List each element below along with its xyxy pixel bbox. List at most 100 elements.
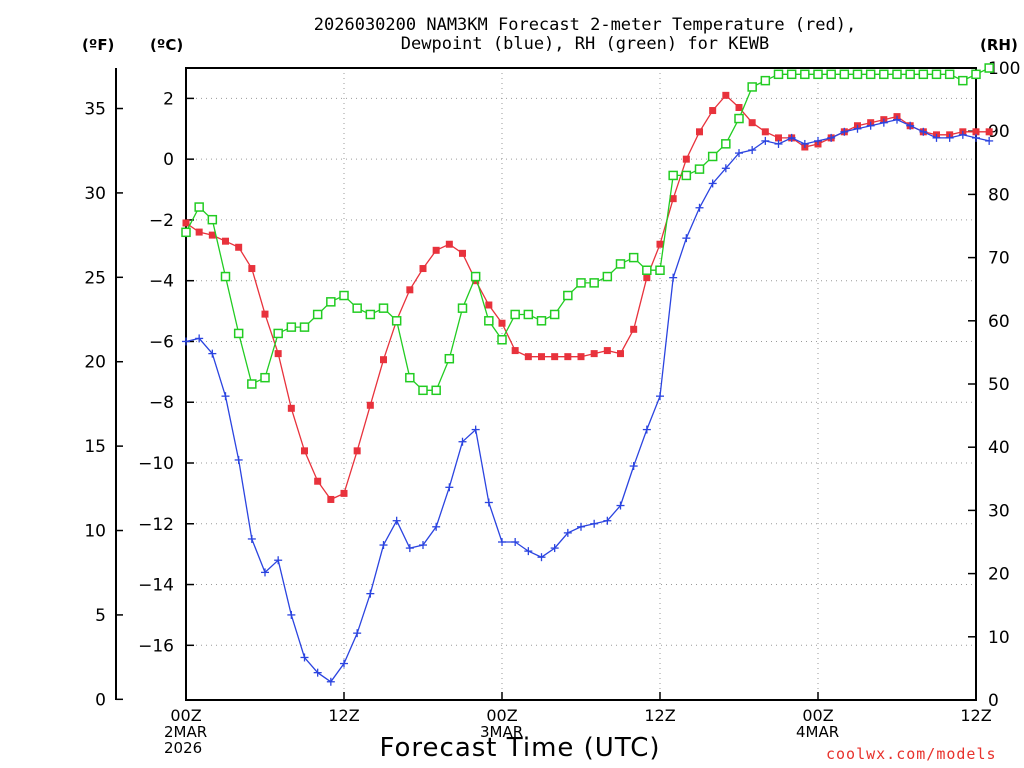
- data-point: [195, 228, 203, 236]
- data-point: [603, 516, 612, 525]
- data-point: [564, 353, 572, 361]
- data-point: [432, 522, 441, 531]
- celsius-tick-label: 2: [163, 89, 174, 109]
- data-point: [709, 107, 717, 115]
- data-point: [485, 301, 493, 309]
- data-point: [458, 437, 467, 446]
- chart-title-line2: Dewpoint (blue), RH (green) for KEWB: [400, 34, 770, 54]
- data-point: [511, 347, 519, 355]
- data-point: [694, 164, 705, 174]
- data-point: [773, 69, 784, 80]
- series-line: [185, 94, 990, 501]
- celsius-tick-label: −10: [138, 454, 174, 474]
- data-point: [747, 82, 757, 92]
- data-point: [748, 146, 757, 155]
- data-point: [931, 69, 942, 80]
- chart-title: 2026030200 NAM3KM Forecast 2-meter Tempe…: [240, 16, 930, 54]
- data-point: [669, 273, 678, 282]
- data-point: [761, 128, 769, 136]
- data-point: [721, 139, 731, 149]
- data-point: [893, 115, 901, 124]
- data-point: [380, 356, 387, 364]
- data-point: [906, 121, 915, 130]
- data-point: [839, 69, 850, 80]
- data-point: [840, 127, 849, 136]
- data-point: [510, 309, 520, 320]
- celsius-tick-label: −8: [149, 393, 174, 413]
- x-tick-label: 00Z: [170, 706, 201, 725]
- data-point: [274, 350, 282, 358]
- data-point: [905, 69, 915, 80]
- data-point: [984, 63, 994, 73]
- data-point: [722, 91, 730, 99]
- data-point: [314, 477, 322, 485]
- data-point: [760, 75, 771, 86]
- data-point: [944, 69, 955, 80]
- celsius-tick-label: −16: [138, 636, 174, 656]
- data-point: [207, 214, 218, 225]
- rh-tick-label: 0: [988, 691, 999, 711]
- data-point: [775, 134, 782, 142]
- data-point: [536, 316, 547, 326]
- data-point: [299, 322, 310, 332]
- data-point: [985, 128, 993, 136]
- data-point: [301, 447, 308, 455]
- data-point: [721, 164, 730, 173]
- data-point: [392, 516, 401, 525]
- data-point: [378, 303, 389, 313]
- data-point: [589, 278, 599, 288]
- fahrenheit-tick-label: 20: [84, 353, 106, 373]
- data-point: [563, 290, 573, 301]
- rh-tick-label: 70: [988, 249, 1010, 269]
- data-point: [761, 136, 770, 145]
- data-point: [222, 237, 229, 245]
- data-point: [538, 353, 545, 361]
- data-point: [260, 372, 270, 383]
- data-point: [972, 133, 980, 142]
- data-point: [682, 155, 690, 163]
- data-point: [391, 316, 402, 326]
- data-point: [326, 677, 335, 686]
- celsius-tick-label: −14: [138, 576, 174, 596]
- data-point: [774, 139, 783, 148]
- x-date-label: 3MAR: [480, 723, 524, 741]
- data-point: [444, 353, 455, 364]
- x-axis-title: Forecast Time (UTC): [379, 733, 661, 763]
- data-point: [181, 227, 191, 238]
- data-point: [287, 404, 295, 412]
- fahrenheit-unit-label: (ºF): [82, 36, 115, 54]
- data-point: [630, 325, 638, 333]
- data-point: [656, 392, 664, 401]
- data-point: [524, 353, 532, 361]
- rh-tick-label: 80: [988, 185, 1010, 205]
- data-point: [353, 629, 362, 638]
- data-point: [826, 69, 836, 80]
- data-point: [879, 118, 888, 127]
- credit-link[interactable]: coolwx.com/models: [826, 745, 997, 763]
- rh-tick-label: 100: [988, 59, 1020, 79]
- data-point: [813, 69, 823, 80]
- data-point: [327, 495, 335, 503]
- axes: 0510152025303520−2−4−6−8−10−12−14−160102…: [84, 59, 1020, 725]
- data-point: [590, 350, 598, 358]
- data-point: [523, 309, 534, 320]
- series-line: [185, 119, 990, 683]
- x-date-label: 2MAR: [164, 723, 208, 741]
- celsius-tick-label: 0: [163, 150, 174, 170]
- data-point: [419, 265, 427, 273]
- data-point: [326, 297, 336, 307]
- data-point: [247, 379, 257, 389]
- rh-tick-label: 10: [988, 628, 1010, 648]
- data-point: [445, 240, 453, 248]
- data-point: [655, 265, 665, 275]
- data-point: [208, 231, 216, 239]
- x-tick-label: 12Z: [328, 706, 359, 725]
- data-point: [419, 541, 427, 550]
- data-point: [484, 498, 493, 507]
- data-point: [629, 462, 638, 471]
- data-point: [866, 121, 875, 130]
- data-point: [617, 350, 624, 358]
- data-point: [735, 104, 743, 111]
- data-point: [221, 392, 230, 401]
- data-point: [576, 278, 586, 288]
